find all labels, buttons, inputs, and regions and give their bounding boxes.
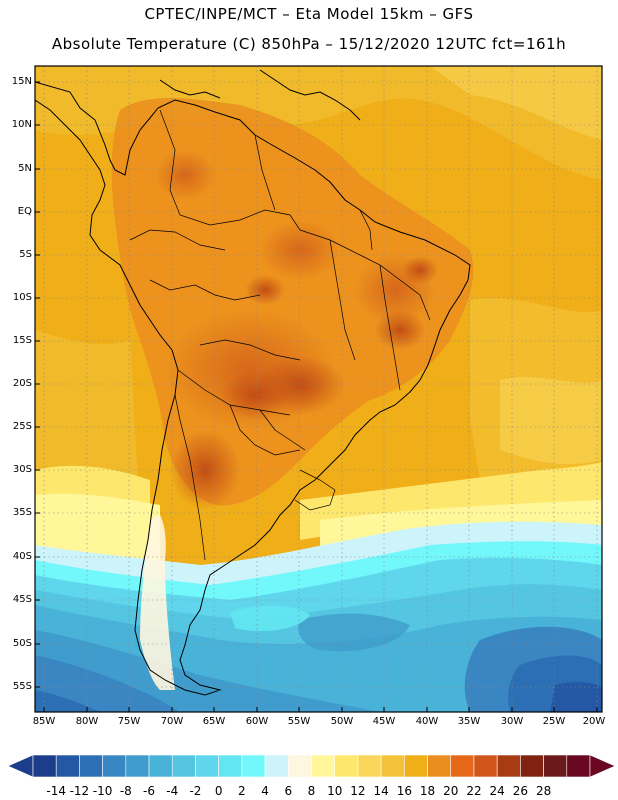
country-borders [129,109,431,561]
lat-label-5s: 5S [19,249,32,260]
colorbar-cell [450,754,475,778]
lon-label-85w: 85W [32,716,56,727]
colorbar-label: 20 [443,784,459,798]
lat-label-50s: 50S [12,638,32,649]
lat-label-35s: 35S [12,507,32,518]
colorbar-label: 6 [284,784,293,798]
colorbar-label: 14 [373,784,389,798]
colorbar [7,754,616,778]
colorbar-cell [473,754,498,778]
colorbar-label: 10 [327,784,343,798]
colorbar-cell [148,754,173,778]
colorbar-label: 2 [238,784,246,798]
colorbar-label: 18 [419,784,436,798]
lon-label-70w: 70W [160,716,184,727]
colorbar-cell [543,754,568,778]
colorbar-label: 8 [307,784,316,798]
colorbar-label: 0 [214,784,223,798]
lon-label-40w: 40W [415,716,439,727]
lon-label-30w: 30W [500,716,524,727]
colorbar-label: 26 [512,784,529,798]
colorbar-label: -2 [189,784,202,798]
lon-label-50w: 50W [330,716,354,727]
lon-label-25w: 25W [542,716,566,727]
chart-title-line2: Absolute Temperature (C) 850hPa – 15/12/… [51,35,567,53]
colorbar-label: 4 [261,784,269,798]
colorbar-cell [427,754,452,778]
colorbar-label: 28 [535,784,552,798]
lon-label-45w: 45W [372,716,396,727]
lat-label-40s: 40S [12,551,32,562]
colorbar-under-triangle [7,754,34,778]
colorbar-cell [125,754,150,778]
colorbar-cell [334,754,359,778]
colorbar-cell [79,754,103,778]
lat-label-55s: 55S [12,681,32,692]
colorbar-label: -14 [46,784,66,798]
colorbar-cell [566,754,591,778]
colorbar-cell [380,754,405,778]
colorbar-cell [241,754,266,778]
coastline [35,69,471,696]
colorbar-label: 16 [396,784,412,798]
axis-ticks [35,81,598,712]
lat-label-15s: 15S [12,335,32,346]
lat-label-10s: 10S [12,292,32,303]
colorbar-cell [311,754,336,778]
lat-label-30s: 30S [12,464,32,475]
lat-label-eq: EQ [17,206,32,217]
lat-label-10n: 10N [11,119,32,130]
colorbar-cell [404,754,428,778]
colorbar-cell [496,754,521,778]
map-frame [34,65,603,713]
colorbar-cell [102,754,127,778]
colorbar-cell [218,754,243,778]
temperature-field [35,66,602,712]
lon-label-75w: 75W [117,716,141,727]
colorbar-label: -8 [119,784,132,798]
colorbar-label: -12 [69,784,90,798]
graticule [35,66,602,712]
lat-label-5n: 5N [18,163,32,174]
lat-label-45s: 45S [12,594,32,605]
colorbar-cell [55,754,80,778]
colorbar-label: 12 [350,784,366,798]
lon-label-65w: 65W [202,716,226,727]
colorbar-cell [287,754,312,778]
colorbar-cell [357,754,382,778]
lat-label-25s: 25S [12,421,32,432]
lon-label-55w: 55W [287,716,311,727]
colorbar-label: -4 [166,784,179,798]
colorbar-label: -6 [143,784,156,798]
colorbar-cell [32,754,57,778]
chart-title-line1: CPTEC/INPE/MCT – Eta Model 15km – GFS [144,5,474,23]
colorbar-cell [264,754,289,778]
lon-label-80w: 80W [75,716,99,727]
colorbar-label: -10 [92,784,113,798]
colorbar-label: 24 [489,784,505,798]
colorbar-over-triangle [589,754,616,778]
lat-label-15n: 15N [11,76,32,87]
lon-label-35w: 35W [457,716,481,727]
colorbar-cell [195,754,219,778]
colorbar-cell [171,754,196,778]
lat-label-20s: 20S [12,378,32,389]
colorbar-label: 22 [466,784,482,798]
colorbar-cell [520,754,544,778]
lon-label-60w: 60W [245,716,269,727]
lon-label-20w: 20W [582,716,606,727]
